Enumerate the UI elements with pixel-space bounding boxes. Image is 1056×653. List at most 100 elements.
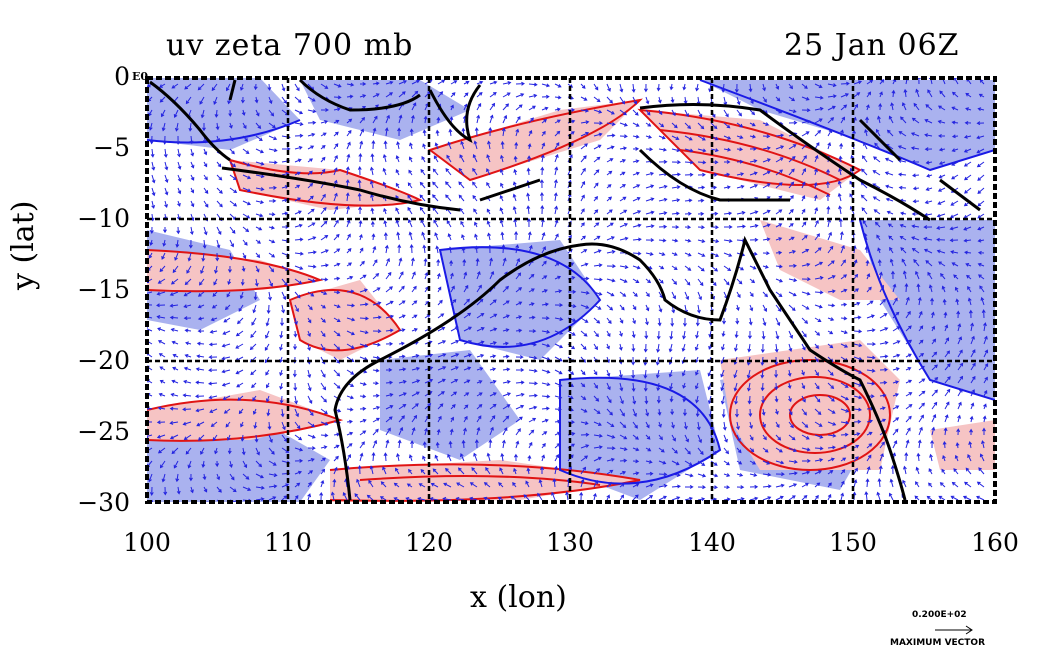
wind-vector [237,395,244,401]
wind-vector [235,343,244,349]
wind-vector [749,304,754,312]
wind-vector [567,289,577,294]
wind-vector [760,382,765,392]
wind-vector [200,109,205,119]
wind-vector [253,421,258,430]
wind-vector [159,83,166,88]
wind-vector [840,274,848,280]
wind-vector [697,434,702,444]
wind-vector [149,486,154,497]
wind-vector [333,369,341,377]
wind-vector [554,369,563,375]
wind-vector [937,200,946,205]
wind-vector [254,96,259,104]
wind-vector [541,329,551,334]
wind-vector [801,168,806,176]
wind-vector [359,382,367,386]
wind-vector [489,426,494,436]
wind-vector [268,122,276,129]
wind-vector [801,408,807,416]
wind-vector [502,404,511,410]
wind-vector [147,291,153,296]
wind-vector [333,290,341,295]
wind-vector [814,207,819,215]
wind-vector [619,159,627,163]
wind-vector [267,83,272,91]
wind-vector [902,479,907,488]
wind-vector [632,471,640,476]
wind-vector [658,122,665,128]
wind-vector [226,83,231,92]
wind-vector [977,187,985,194]
wind-vector [976,481,985,488]
wind-vector [827,330,834,335]
wind-vector [964,120,972,125]
wind-vector [645,408,650,417]
wind-vector [371,140,376,150]
wind-vector [658,495,667,501]
wind-vector [411,285,417,293]
wind-vector [900,247,907,254]
wind-vector [670,96,675,104]
wind-vector [242,187,252,193]
wind-vector [951,120,959,125]
wind-vector [294,421,301,430]
wind-vector [268,225,275,230]
wind-vector [684,252,692,257]
wind-vector [385,380,394,385]
wind-vector [864,128,868,137]
wind-vector [450,326,459,332]
wind-vector [554,465,558,475]
wind-vector [774,408,779,415]
wind-vector [697,160,707,165]
wind-vector [970,362,976,371]
wind-vector [437,286,442,293]
wind-vector [515,392,525,397]
wind-vector [645,197,655,202]
wind-vector [474,439,479,449]
coastline-borneo [298,78,421,112]
wind-vector [346,407,354,412]
wind-vector [645,471,654,476]
wind-vector [631,356,636,366]
wind-vector [801,343,806,351]
wind-vector [293,344,298,351]
wind-vector [645,171,655,176]
wind-vector [489,354,497,359]
wind-vector [899,235,907,241]
wind-vector [212,291,218,297]
wind-vector [398,285,405,293]
wind-vector [814,154,819,163]
wind-vector [500,452,505,462]
wind-vector [385,427,391,436]
wind-vector [977,226,985,231]
wind-vector [294,494,299,501]
wind-vector [697,447,704,455]
wind-vector [279,382,284,390]
wind-vector [912,173,920,178]
wind-vector [944,363,951,371]
wind-vector [463,326,472,332]
wind-vector [853,315,862,320]
wind-vector [294,171,301,176]
wind-vector [632,184,641,189]
wind-vector [210,317,218,322]
wind-vector [593,169,600,176]
wind-vector [697,211,705,216]
wind-vector [250,369,257,376]
wind-vector [736,497,745,501]
wind-vector [541,118,547,124]
wind-vector [853,479,858,488]
wind-vector [827,303,836,308]
wind-vector [580,317,589,323]
wind-vector [541,382,551,387]
wind-vector [527,454,532,462]
wind-vector [917,439,922,449]
wind-vector [632,459,640,464]
wind-vector [176,486,181,495]
wind-vector [977,250,985,255]
wind-vector [963,161,972,167]
wind-vector [905,427,911,436]
wind-vector [658,447,665,453]
wind-vector [502,392,512,397]
